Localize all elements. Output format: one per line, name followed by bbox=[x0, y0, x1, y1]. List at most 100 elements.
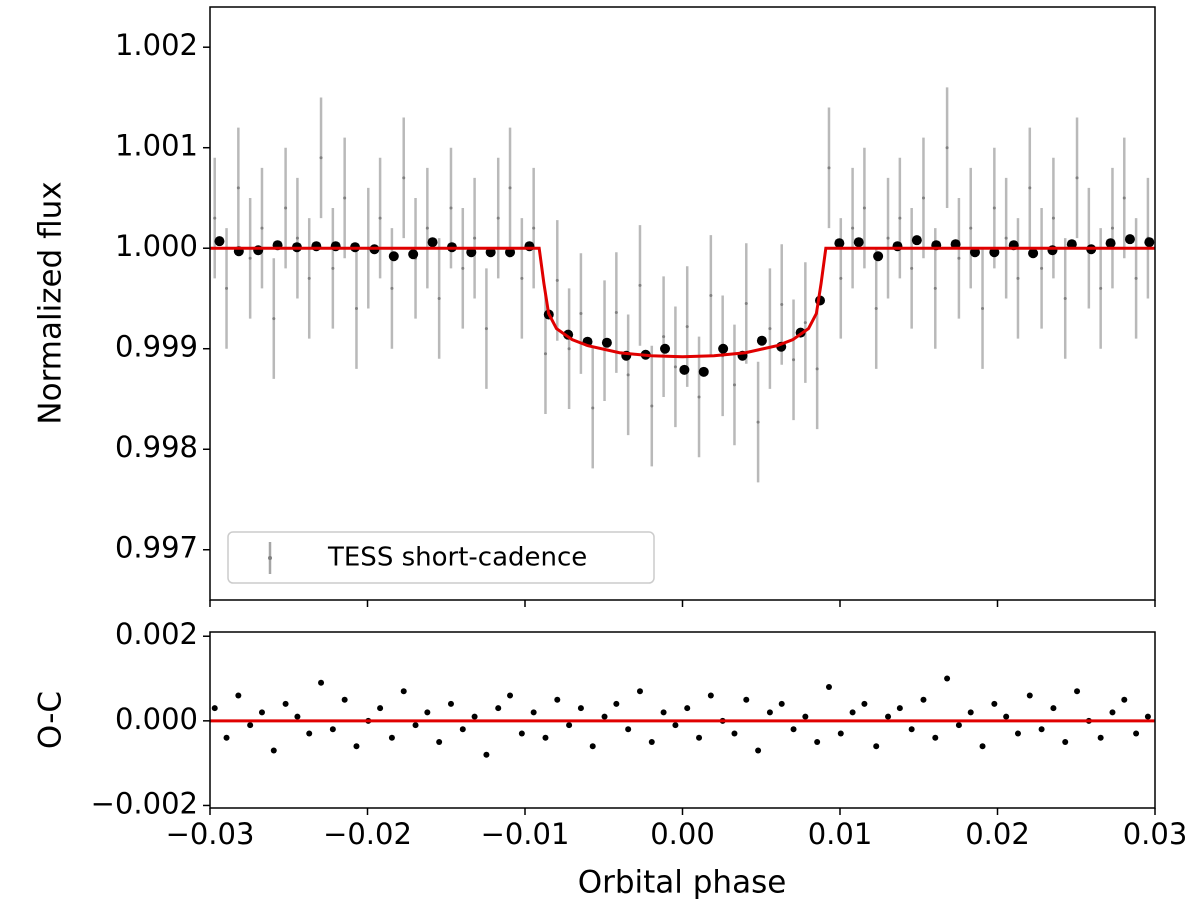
data-point bbox=[613, 700, 620, 707]
data-point bbox=[425, 226, 429, 230]
data-point bbox=[258, 709, 265, 716]
data-point bbox=[636, 688, 643, 695]
y-axis-label: Normalized flux bbox=[33, 181, 69, 424]
data-point bbox=[1026, 692, 1033, 699]
data-point bbox=[743, 696, 750, 703]
data-point bbox=[981, 307, 985, 311]
data-point bbox=[543, 352, 547, 356]
data-point bbox=[967, 709, 974, 716]
data-point bbox=[932, 734, 939, 741]
y-tick-label: 0.000 bbox=[115, 702, 198, 736]
data-point bbox=[755, 747, 762, 754]
data-point bbox=[508, 186, 512, 190]
data-point bbox=[378, 216, 382, 220]
data-point bbox=[910, 266, 914, 270]
data-point bbox=[650, 404, 654, 408]
data-point bbox=[424, 709, 431, 716]
data-point bbox=[873, 251, 884, 262]
data-point bbox=[989, 247, 1000, 258]
data-point bbox=[412, 722, 419, 729]
data-point bbox=[756, 335, 767, 346]
data-point bbox=[248, 256, 252, 260]
legend-label: TESS short-cadence bbox=[327, 543, 587, 573]
x-tick-label: −0.02 bbox=[323, 817, 412, 851]
data-point bbox=[672, 722, 679, 729]
plot-area bbox=[210, 675, 1155, 758]
y-tick-label: 0.002 bbox=[115, 617, 198, 651]
data-point bbox=[648, 739, 655, 745]
y-tick-label: 0.997 bbox=[115, 531, 198, 565]
data-point bbox=[697, 395, 701, 399]
data-point bbox=[834, 238, 845, 249]
data-point bbox=[638, 283, 642, 287]
data-point bbox=[225, 286, 229, 290]
y-tick-label: 1.002 bbox=[115, 28, 198, 62]
data-point bbox=[827, 166, 831, 170]
data-point bbox=[1014, 730, 1021, 737]
data-point bbox=[1097, 734, 1104, 741]
data-point bbox=[436, 739, 443, 745]
data-point bbox=[437, 296, 441, 300]
data-point bbox=[530, 709, 537, 716]
data-point bbox=[625, 726, 632, 733]
data-point bbox=[1144, 713, 1151, 720]
y-tick-label: −0.002 bbox=[91, 786, 198, 820]
data-point bbox=[402, 176, 406, 180]
data-point bbox=[284, 206, 288, 210]
data-point bbox=[260, 226, 264, 230]
data-point bbox=[1016, 276, 1020, 280]
data-point bbox=[408, 249, 419, 260]
data-point bbox=[449, 206, 453, 210]
x-axis-label: Orbital phase bbox=[578, 865, 787, 901]
data-point bbox=[950, 239, 961, 250]
data-point bbox=[1062, 739, 1069, 745]
data-point bbox=[294, 713, 301, 720]
data-point bbox=[211, 705, 218, 712]
data-point bbox=[579, 312, 583, 316]
data-point bbox=[908, 726, 915, 733]
y-tick-label: 0.998 bbox=[115, 430, 198, 464]
data-point bbox=[861, 700, 868, 707]
data-point bbox=[318, 679, 325, 686]
data-point bbox=[577, 705, 584, 712]
data-point bbox=[388, 251, 399, 262]
data-point bbox=[213, 216, 217, 220]
data-point bbox=[685, 325, 689, 329]
data-point bbox=[505, 247, 516, 258]
data-point bbox=[459, 726, 466, 733]
data-point bbox=[660, 709, 667, 716]
data-point bbox=[507, 692, 514, 699]
data-point bbox=[400, 688, 407, 695]
data-point bbox=[991, 700, 998, 707]
data-point bbox=[744, 302, 748, 305]
data-point bbox=[662, 335, 666, 339]
data-point bbox=[1099, 286, 1103, 290]
data-point bbox=[709, 293, 713, 297]
data-point bbox=[696, 734, 703, 741]
data-point bbox=[518, 730, 525, 737]
data-point bbox=[955, 722, 962, 729]
data-point bbox=[306, 730, 313, 737]
data-point bbox=[874, 307, 878, 311]
data-point bbox=[295, 236, 299, 240]
data-point bbox=[331, 266, 335, 270]
data-point bbox=[1075, 176, 1079, 180]
data-point bbox=[1040, 266, 1044, 270]
data-point bbox=[885, 713, 892, 720]
data-point bbox=[849, 709, 856, 716]
axes-frame bbox=[209, 6, 1156, 601]
data-point bbox=[862, 206, 866, 210]
legend-symbol-dot bbox=[268, 556, 272, 560]
x-tick-label: 0.00 bbox=[650, 817, 715, 851]
data-point bbox=[1051, 216, 1055, 220]
data-point bbox=[839, 276, 843, 280]
data-point bbox=[542, 734, 549, 741]
data-point bbox=[684, 705, 691, 712]
data-point bbox=[1004, 236, 1008, 240]
data-point bbox=[803, 321, 807, 325]
data-point bbox=[790, 726, 797, 733]
data-point bbox=[1133, 730, 1140, 737]
data-point bbox=[1122, 196, 1126, 200]
data-point bbox=[473, 236, 477, 240]
